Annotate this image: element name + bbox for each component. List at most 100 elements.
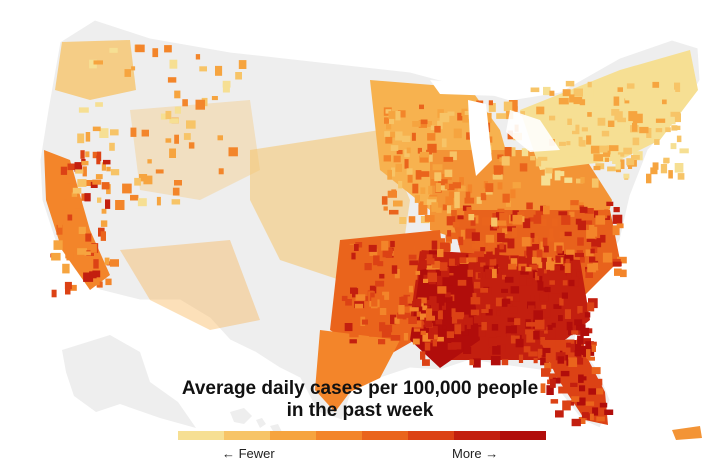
county bbox=[488, 347, 495, 356]
county bbox=[533, 331, 540, 340]
county bbox=[609, 145, 619, 152]
county bbox=[437, 310, 443, 320]
county bbox=[511, 325, 517, 334]
lake-michigan bbox=[468, 100, 492, 176]
county bbox=[587, 356, 595, 361]
county bbox=[84, 193, 91, 202]
county bbox=[606, 201, 614, 206]
county bbox=[446, 331, 454, 338]
county bbox=[577, 357, 584, 365]
county bbox=[559, 232, 566, 238]
county bbox=[354, 303, 364, 309]
county bbox=[430, 303, 439, 312]
county bbox=[344, 323, 353, 332]
county bbox=[406, 147, 411, 154]
county bbox=[93, 276, 100, 286]
county bbox=[188, 142, 195, 149]
county bbox=[378, 339, 386, 345]
county bbox=[676, 135, 682, 143]
county bbox=[668, 170, 673, 179]
county bbox=[584, 401, 595, 406]
county bbox=[583, 338, 591, 345]
county bbox=[96, 151, 102, 162]
legend-fewer-label: ← Fewer bbox=[222, 446, 275, 461]
county bbox=[419, 151, 430, 158]
county bbox=[426, 199, 437, 205]
county bbox=[604, 209, 609, 215]
county bbox=[591, 341, 597, 346]
county bbox=[632, 137, 640, 146]
county bbox=[528, 305, 535, 314]
county bbox=[195, 99, 205, 110]
county bbox=[414, 195, 420, 203]
county bbox=[399, 217, 407, 224]
county bbox=[67, 163, 77, 171]
county bbox=[665, 127, 671, 133]
county bbox=[579, 312, 585, 319]
county bbox=[426, 264, 436, 270]
county bbox=[384, 131, 391, 138]
lake-erie-huron bbox=[506, 110, 560, 152]
county bbox=[62, 263, 70, 274]
county bbox=[442, 243, 450, 252]
county bbox=[391, 167, 396, 177]
county bbox=[646, 173, 652, 184]
county bbox=[497, 182, 503, 190]
county bbox=[89, 59, 97, 69]
county bbox=[97, 197, 102, 203]
county bbox=[375, 280, 385, 287]
county bbox=[543, 205, 550, 215]
county bbox=[527, 301, 536, 309]
county bbox=[432, 164, 443, 171]
county bbox=[457, 279, 467, 286]
county bbox=[497, 232, 505, 242]
county bbox=[381, 269, 386, 278]
county bbox=[447, 230, 452, 237]
county bbox=[109, 47, 118, 53]
county bbox=[540, 357, 549, 366]
county bbox=[564, 231, 572, 237]
county bbox=[580, 177, 585, 184]
county bbox=[369, 285, 377, 294]
county bbox=[211, 96, 218, 101]
county bbox=[475, 241, 485, 250]
county bbox=[510, 286, 520, 294]
region-northeast bbox=[520, 50, 698, 170]
county bbox=[422, 305, 428, 311]
county bbox=[587, 81, 592, 88]
county bbox=[459, 257, 467, 264]
county bbox=[477, 272, 483, 279]
county bbox=[388, 111, 397, 119]
county bbox=[378, 295, 385, 302]
county bbox=[369, 326, 377, 337]
county bbox=[458, 236, 464, 246]
county bbox=[423, 278, 429, 283]
county bbox=[554, 170, 561, 181]
county bbox=[409, 270, 418, 280]
county bbox=[474, 251, 485, 257]
county bbox=[568, 279, 576, 287]
county bbox=[577, 335, 584, 345]
county bbox=[437, 249, 444, 258]
county bbox=[386, 123, 392, 130]
county bbox=[665, 89, 676, 98]
county bbox=[95, 102, 103, 107]
county bbox=[485, 183, 494, 193]
county bbox=[466, 206, 472, 215]
county bbox=[674, 82, 681, 92]
county bbox=[101, 208, 107, 214]
county bbox=[390, 240, 395, 248]
county bbox=[428, 185, 433, 195]
county bbox=[90, 244, 97, 253]
county bbox=[461, 108, 468, 116]
county bbox=[466, 324, 471, 329]
county bbox=[381, 329, 392, 338]
county bbox=[446, 205, 452, 214]
county bbox=[515, 338, 524, 348]
legend-swatch-8 bbox=[500, 431, 546, 440]
county bbox=[473, 358, 481, 368]
county bbox=[586, 349, 591, 359]
county bbox=[587, 302, 595, 312]
county bbox=[541, 368, 551, 377]
county bbox=[377, 261, 384, 267]
